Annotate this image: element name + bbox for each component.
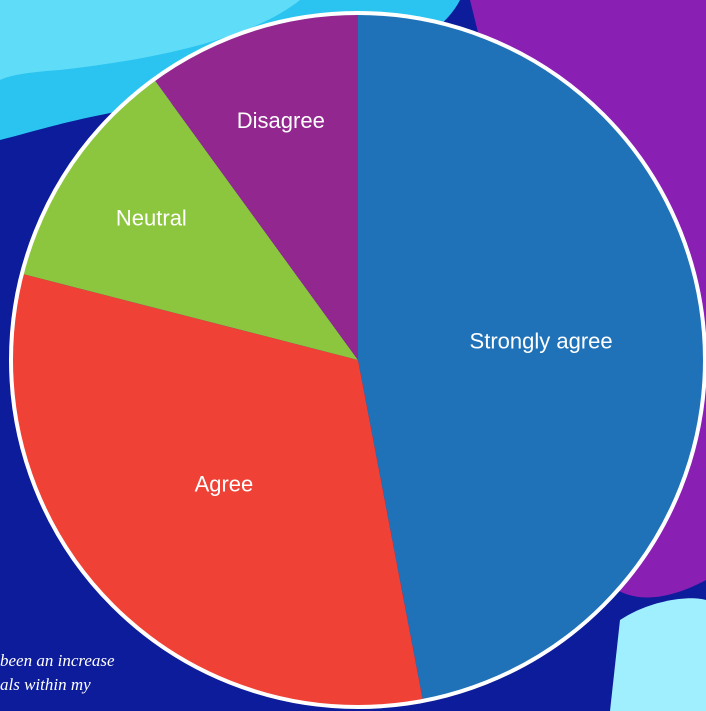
pie-slice [10,273,424,707]
background-text: als within my [0,675,91,694]
background-text: been an increase [0,651,115,670]
pie-border [9,11,706,709]
slice-label: Neutral [116,205,187,230]
slice-label: Disagree [237,108,325,133]
pie-slice [21,79,359,360]
pie-slice [358,13,706,701]
pie-slice [154,13,358,360]
slice-label: Strongly agree [470,329,613,354]
slice-label: Agree [195,472,254,497]
